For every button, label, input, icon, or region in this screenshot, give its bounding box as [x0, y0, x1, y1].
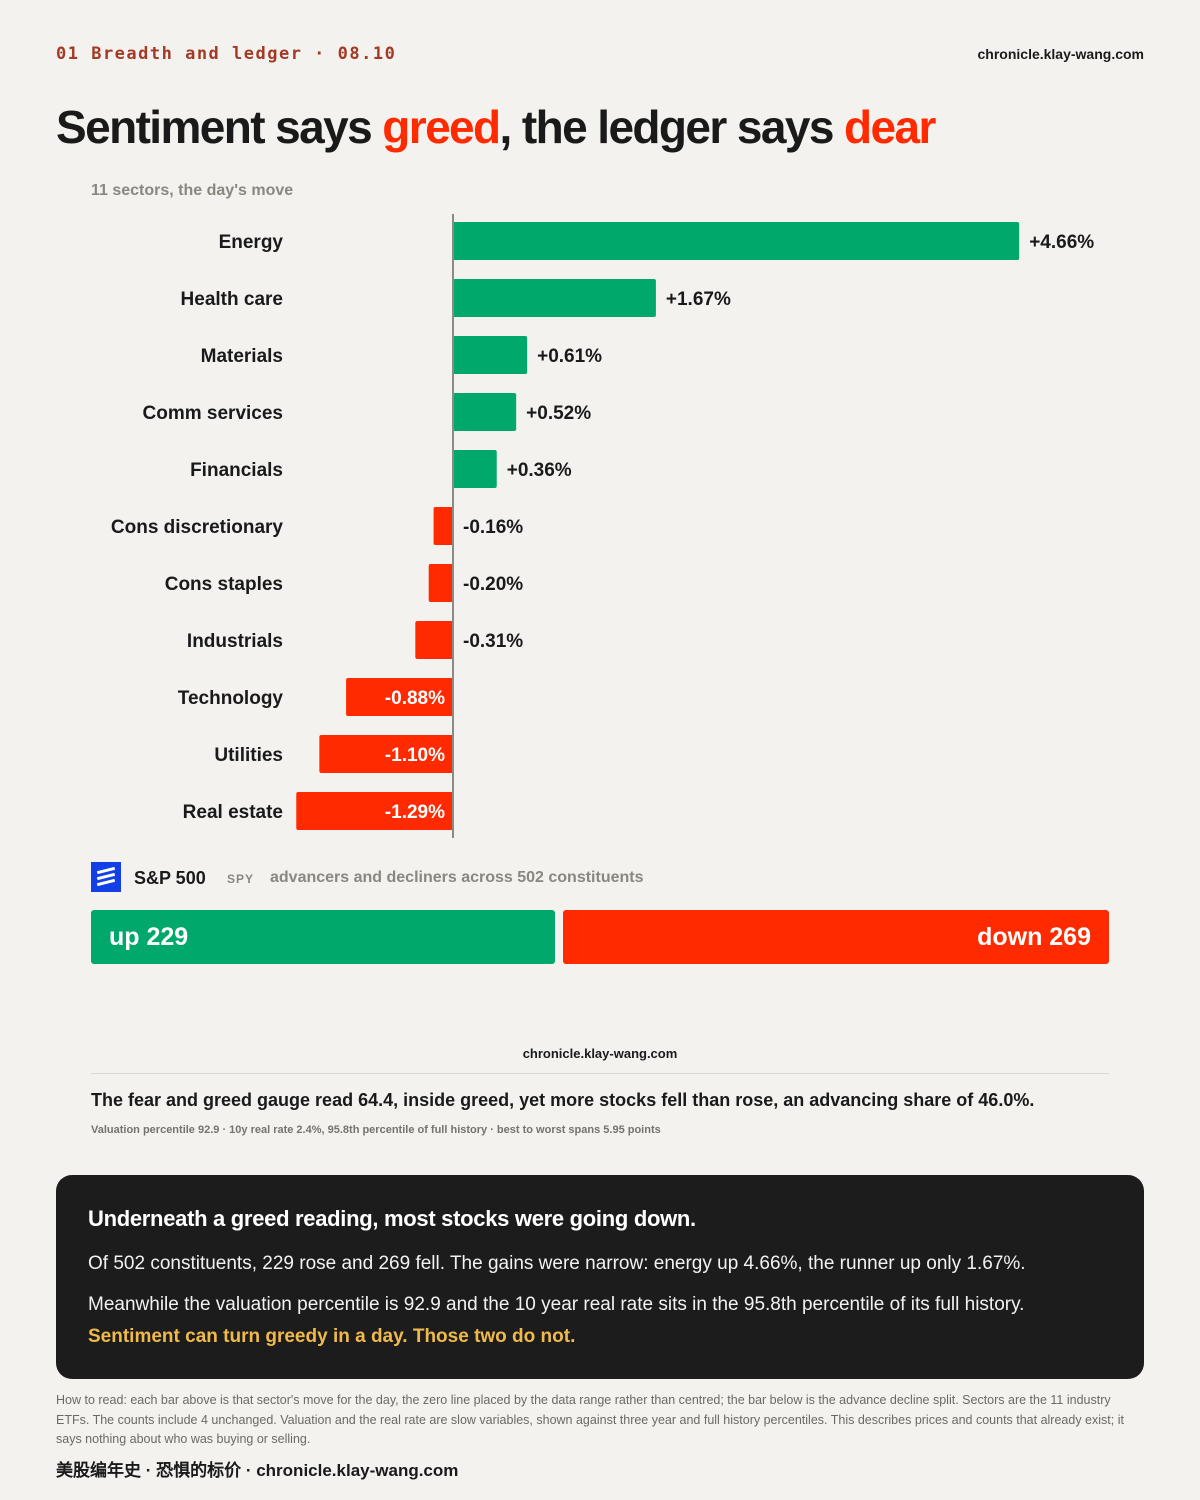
- index-ticker: SPY: [227, 872, 255, 886]
- index-name: S&P 500: [134, 868, 206, 888]
- value-label-financials: +0.36%: [507, 460, 572, 481]
- stats-footnote: Valuation percentile 92.9 · 10y real rat…: [91, 1124, 661, 1136]
- index-description: advancers and decliners across 502 const…: [270, 869, 644, 886]
- callout-heading: Underneath a greed reading, most stocks …: [88, 1206, 696, 1231]
- signature-line: 美股编年史 · 恐惧的标价 · chronicle.klay-wang.com: [56, 1461, 459, 1480]
- page-title: Sentiment says greed, the ledger says de…: [56, 100, 936, 154]
- sector-bar-technology: [346, 678, 453, 716]
- advancers-segment: up 229: [91, 910, 556, 964]
- site-link-mid[interactable]: chronicle.klay-wang.com: [522, 1046, 678, 1061]
- sector-label-comm-services: Comm services: [143, 403, 283, 424]
- title-highlight-dear: dear: [844, 101, 936, 153]
- sector-label-health-care: Health care: [181, 289, 283, 310]
- value-label-technology: -0.88%: [385, 688, 445, 709]
- title-part-1: Sentiment says: [56, 101, 383, 153]
- summary-statement: The fear and greed gauge read 64.4, insi…: [91, 1090, 1035, 1110]
- sector-label-real-estate: Real estate: [183, 802, 283, 823]
- value-label-health-care: +1.67%: [666, 289, 731, 310]
- sector-bar-health-care: [453, 279, 656, 317]
- sector-label-cons-discretionary: Cons discretionary: [111, 517, 284, 538]
- section-kicker: 01 Breadth and ledger · 08.10: [56, 44, 397, 64]
- value-label-cons-staples: -0.20%: [463, 574, 523, 595]
- callout-paragraph-1: Of 502 constituents, 229 rose and 269 fe…: [88, 1253, 1026, 1274]
- sector-bar-comm-services: [453, 393, 517, 431]
- how-to-read-note: How to read: each bar above is that sect…: [56, 1393, 1124, 1446]
- sector-label-energy: Energy: [219, 232, 284, 253]
- title-part-2: , the ledger says: [499, 101, 845, 153]
- decliners-segment: down 269: [563, 910, 1109, 964]
- site-link-top[interactable]: chronicle.klay-wang.com: [977, 46, 1145, 62]
- value-label-industrials: -0.31%: [463, 631, 523, 652]
- sector-label-utilities: Utilities: [214, 745, 283, 766]
- value-label-energy: +4.66%: [1029, 232, 1094, 253]
- value-label-real-estate: -1.29%: [385, 802, 445, 823]
- sector-bar-industrials: [415, 621, 453, 659]
- value-label-cons-discretionary: -0.16%: [463, 517, 523, 538]
- value-label-utilities: -1.10%: [385, 745, 445, 766]
- chart-subtitle: 11 sectors, the day's move: [91, 182, 294, 199]
- value-label-materials: +0.61%: [537, 346, 602, 367]
- sector-bar-real-estate: [296, 792, 453, 830]
- title-highlight-greed: greed: [382, 101, 501, 153]
- sector-bar-utilities: [319, 735, 453, 773]
- sector-bar-cons-discretionary: [433, 507, 453, 545]
- value-label-comm-services: +0.52%: [526, 403, 591, 424]
- sector-bar-financials: [453, 450, 497, 488]
- sector-bar-chart: Energy +4.66% Health care +1.67% Materials +0…: [111, 214, 1094, 838]
- sector-label-cons-staples: Cons staples: [165, 574, 283, 595]
- top-bar: 01 Breadth and ledger · 08.10 chronicle.…: [56, 44, 1144, 66]
- callout-paragraph-2: Meanwhile the valuation percentile is 92…: [88, 1294, 1025, 1315]
- sector-bar-energy: [453, 222, 1020, 260]
- sector-label-technology: Technology: [178, 688, 284, 709]
- sector-label-materials: Materials: [201, 346, 283, 367]
- sp500-logo-icon: [91, 862, 121, 892]
- callout-panel: Underneath a greed reading, most stocks …: [56, 1175, 1144, 1379]
- sector-label-industrials: Industrials: [187, 631, 283, 652]
- sector-bar-materials: [453, 336, 528, 374]
- breadth-bar: up 229 down 269: [91, 910, 1109, 964]
- sector-bar-cons-staples: [428, 564, 453, 602]
- sector-label-financials: Financials: [190, 460, 283, 481]
- divider: [91, 1073, 1109, 1074]
- index-header: S&P 500 SPY advancers and decliners acro…: [91, 862, 1111, 894]
- callout-conclusion: Sentiment can turn greedy in a day. Thos…: [88, 1326, 576, 1347]
